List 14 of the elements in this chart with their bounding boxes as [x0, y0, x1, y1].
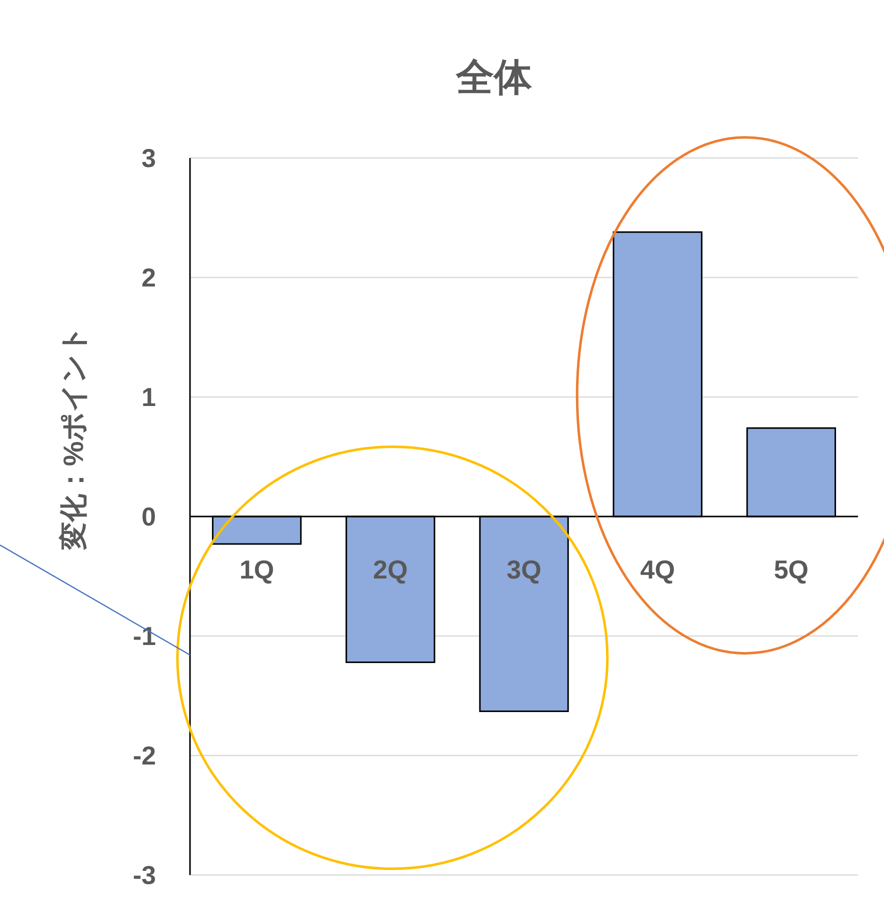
x-tick-label: 2Q [373, 554, 408, 584]
y-tick-label: 1 [142, 382, 156, 412]
x-tick-label: 1Q [239, 554, 274, 584]
y-tick-label: 3 [142, 143, 156, 173]
y-tick-label: -2 [132, 740, 156, 770]
y-tick-label: 2 [142, 262, 156, 292]
y-tick-label: -3 [132, 860, 156, 890]
chart-title: 全体 [455, 57, 533, 99]
x-tick-label: 4Q [640, 554, 675, 584]
y-axis-title: 変化：%ポイント [58, 325, 89, 552]
y-tick-label: -1 [132, 621, 156, 651]
y-tick-label: 0 [142, 502, 156, 532]
x-tick-label: 3Q [506, 554, 542, 584]
x-tick-label: 5Q [774, 554, 809, 584]
